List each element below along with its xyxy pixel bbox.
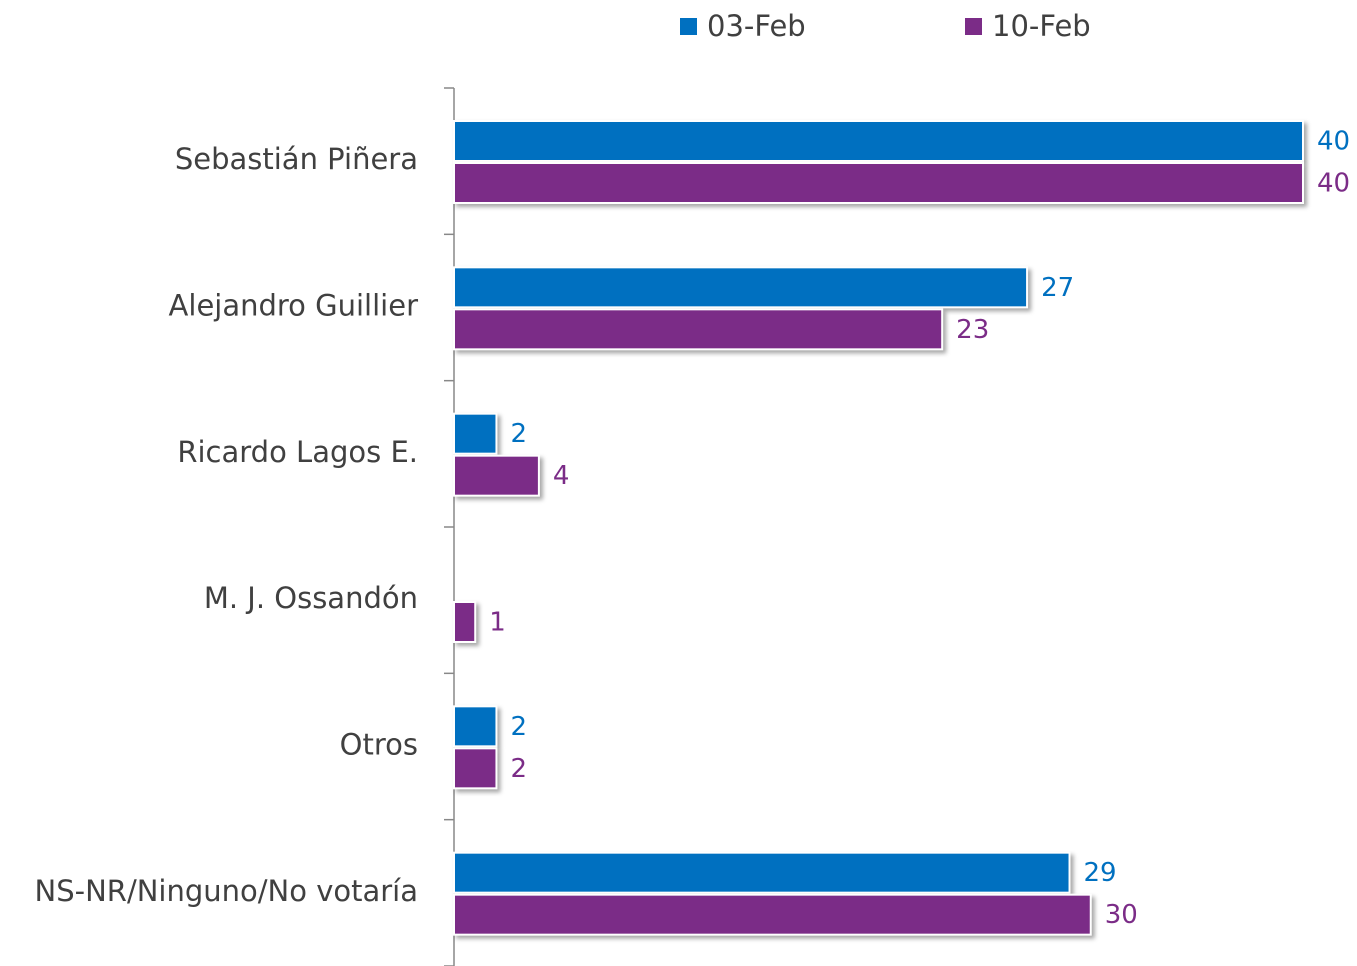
value-label: 2: [510, 712, 527, 742]
value-label: 40: [1317, 127, 1350, 157]
value-label: 2: [510, 754, 527, 784]
bar: [453, 705, 498, 748]
bar: [453, 893, 1092, 936]
value-label: 2: [510, 419, 527, 449]
value-label: 4: [553, 461, 570, 491]
value-label: 23: [956, 315, 989, 345]
category-label: Ricardo Lagos E.: [177, 435, 418, 469]
legend-label: 10-Feb: [992, 9, 1091, 43]
value-label: 40: [1317, 169, 1350, 199]
value-label: 30: [1105, 900, 1138, 930]
bar: [453, 851, 1071, 894]
value-label: 27: [1041, 273, 1074, 303]
bar: [453, 601, 477, 643]
bar: [453, 308, 944, 351]
legend-swatch: [680, 18, 697, 35]
category-label: Sebastián Piñera: [175, 142, 418, 176]
category-label: Alejandro Guillier: [169, 289, 419, 323]
category-label: NS-NR/Ninguno/No votaría: [35, 874, 418, 908]
bar: [453, 412, 498, 455]
bar: [453, 266, 1029, 309]
category-label: Otros: [340, 728, 418, 762]
bar: [453, 747, 498, 790]
bar: [453, 162, 1304, 204]
value-label: 29: [1084, 858, 1117, 888]
value-label: 1: [489, 608, 506, 638]
category-label: M. J. Ossandón: [204, 581, 418, 615]
bar: [453, 454, 540, 497]
legend-label: 03-Feb: [707, 9, 806, 43]
legend-swatch: [965, 18, 982, 35]
bar: [453, 120, 1304, 162]
